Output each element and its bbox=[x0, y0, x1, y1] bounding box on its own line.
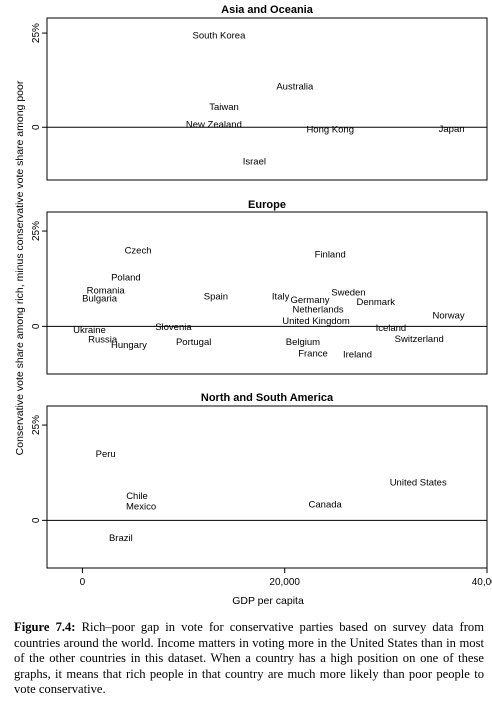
point-label: Russia bbox=[88, 334, 118, 345]
point-label: Taiwan bbox=[209, 102, 239, 113]
figure-caption: Figure 7.4: Rich–poor gap in vote for co… bbox=[14, 620, 484, 698]
panel-title: Asia and Oceania bbox=[221, 4, 314, 16]
point-label: Sweden bbox=[331, 288, 365, 299]
point-label: Germany bbox=[290, 295, 329, 306]
point-label: Canada bbox=[309, 499, 343, 510]
y-tick-label: 25% bbox=[31, 415, 42, 435]
point-label: Switzerland bbox=[395, 334, 444, 345]
point-label: Finland bbox=[315, 249, 346, 260]
point-label: Slovenia bbox=[155, 322, 192, 333]
point-label: Japan bbox=[439, 124, 465, 135]
panel-frame bbox=[46, 17, 488, 181]
point-label: Bulgaria bbox=[82, 293, 118, 304]
y-axis-title: Conservative vote share among rich, minu… bbox=[14, 80, 26, 455]
point-label: South Korea bbox=[193, 30, 247, 41]
point-label: France bbox=[298, 349, 328, 360]
point-label: Portugal bbox=[176, 337, 211, 348]
point-label: Romania bbox=[87, 286, 126, 297]
point-label: Netherlands bbox=[292, 305, 343, 316]
y-tick-label: 25% bbox=[31, 23, 42, 43]
point-label: Hungary bbox=[111, 340, 147, 351]
point-label: Ireland bbox=[343, 350, 372, 361]
point-label: United Kingdom bbox=[282, 316, 350, 327]
point-label: Iceland bbox=[376, 323, 407, 334]
scatter-chart: Conservative vote share among rich, minu… bbox=[14, 4, 492, 607]
x-axis-title: GDP per capita bbox=[232, 595, 304, 607]
x-tick-label: 20,000 bbox=[269, 577, 300, 588]
point-label: Czech bbox=[125, 246, 152, 257]
point-label: Poland bbox=[111, 272, 141, 283]
panel-frame bbox=[46, 211, 488, 375]
point-label: Norway bbox=[432, 310, 464, 321]
panel-frame bbox=[46, 405, 488, 569]
y-tick-label: 0 bbox=[31, 323, 42, 329]
panel-title: North and South America bbox=[201, 392, 334, 404]
panel-title: Europe bbox=[248, 199, 286, 211]
point-label: Australia bbox=[276, 81, 314, 92]
figure-label: Figure 7.4: bbox=[14, 620, 76, 634]
point-label: Mexico bbox=[126, 501, 156, 512]
x-tick-label: 0 bbox=[80, 577, 86, 588]
y-tick-label: 0 bbox=[31, 517, 42, 523]
point-label: New Zealand bbox=[186, 120, 242, 131]
y-tick-label: 25% bbox=[31, 221, 42, 241]
point-label: Italy bbox=[272, 291, 290, 302]
point-label: Denmark bbox=[356, 297, 395, 308]
point-label: Brazil bbox=[109, 533, 133, 544]
point-label: Spain bbox=[204, 291, 228, 302]
point-label: United States bbox=[390, 478, 447, 489]
y-tick-label: 0 bbox=[31, 124, 42, 130]
point-label: Chile bbox=[126, 491, 148, 502]
point-label: Ukraine bbox=[73, 325, 106, 336]
figure-caption-text: Rich–poor gap in vote for conservative p… bbox=[14, 620, 485, 697]
point-label: Belgium bbox=[286, 337, 320, 348]
point-label: Israel bbox=[243, 157, 266, 168]
x-tick-label: 40,000 bbox=[472, 577, 492, 588]
point-label: Peru bbox=[96, 449, 116, 460]
point-label: Hong Kong bbox=[306, 125, 354, 136]
